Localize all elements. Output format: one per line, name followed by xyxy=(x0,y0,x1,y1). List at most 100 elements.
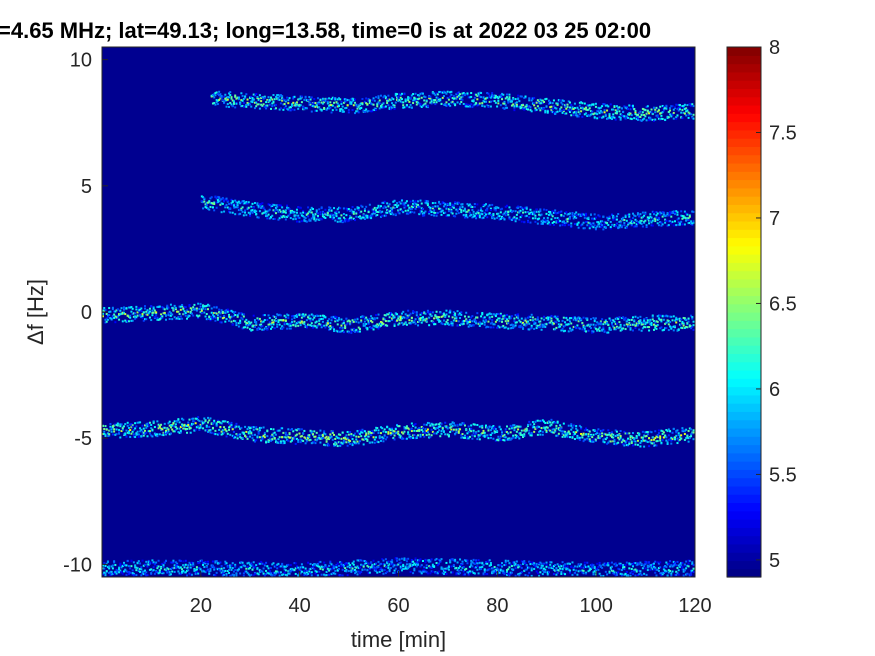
trace-pixel xyxy=(207,201,210,204)
trace-pixel xyxy=(268,103,271,106)
trace-pixel xyxy=(209,205,212,208)
trace-pixel xyxy=(334,317,337,320)
trace-pixel xyxy=(680,111,683,114)
trace-pixel xyxy=(496,212,499,215)
trace-pixel xyxy=(585,108,588,111)
trace-pixel xyxy=(530,324,533,327)
trace-pixel xyxy=(376,207,379,210)
trace-pixel xyxy=(335,108,338,111)
trace-pixel xyxy=(246,208,249,211)
trace-pixel xyxy=(302,432,305,435)
trace-pixel xyxy=(599,225,602,228)
trace-pixel xyxy=(270,428,273,431)
trace-pixel xyxy=(251,209,254,212)
trace-pixel xyxy=(409,437,412,440)
trace-pixel xyxy=(263,211,266,214)
trace-pixel xyxy=(223,420,226,423)
trace-pixel xyxy=(645,224,648,227)
trace-pixel xyxy=(207,421,210,424)
trace-pixel xyxy=(587,108,590,111)
trace-pixel xyxy=(644,326,647,329)
trace-pixel xyxy=(691,103,694,106)
trace-pixel xyxy=(547,316,550,319)
trace-pixel xyxy=(420,316,423,319)
trace-pixel xyxy=(504,320,507,323)
trace-pixel xyxy=(652,328,655,331)
trace-pixel xyxy=(120,312,123,315)
trace-pixel xyxy=(295,313,298,316)
trace-pixel xyxy=(677,328,680,331)
trace-pixel xyxy=(520,106,523,109)
trace-pixel xyxy=(199,302,202,305)
trace-pixel xyxy=(220,198,223,201)
trace-pixel xyxy=(102,424,104,427)
trace-pixel xyxy=(540,213,543,216)
trace-pixel xyxy=(224,310,227,313)
trace-pixel xyxy=(241,206,244,209)
trace-pixel xyxy=(491,427,494,430)
trace-pixel xyxy=(456,310,459,313)
trace-pixel xyxy=(190,312,193,315)
trace-pixel xyxy=(310,104,313,107)
trace-pixel xyxy=(333,329,336,332)
trace-pixel xyxy=(494,101,497,104)
trace-pixel xyxy=(340,214,343,217)
trace-pixel xyxy=(678,108,681,111)
trace-pixel xyxy=(573,325,576,328)
trace-pixel xyxy=(441,427,444,430)
trace-pixel xyxy=(169,426,172,429)
trace-pixel xyxy=(313,325,316,328)
trace-pixel xyxy=(387,432,390,435)
trace-pixel xyxy=(534,220,537,223)
trace-pixel xyxy=(561,99,564,102)
trace-pixel xyxy=(340,437,343,440)
trace-pixel xyxy=(176,427,179,430)
trace-pixel xyxy=(279,440,282,443)
trace-pixel xyxy=(533,102,536,105)
trace-pixel xyxy=(379,211,382,214)
trace-pixel xyxy=(460,101,463,104)
trace-pixel xyxy=(492,95,495,98)
trace-pixel xyxy=(195,314,198,317)
trace-pixel xyxy=(496,216,499,219)
trace-pixel xyxy=(335,212,338,215)
trace-pixel xyxy=(115,309,118,312)
trace-pixel xyxy=(386,313,389,316)
trace-pixel xyxy=(619,118,622,121)
trace-pixel xyxy=(554,430,557,433)
trace-pixel xyxy=(676,213,679,216)
trace-pixel xyxy=(198,308,201,311)
trace-pixel xyxy=(209,417,212,420)
trace-pixel xyxy=(281,427,284,430)
trace-pixel xyxy=(585,212,588,215)
trace-pixel xyxy=(135,433,138,436)
trace-pixel xyxy=(588,104,591,107)
trace-pixel xyxy=(370,215,373,218)
trace-pixel xyxy=(650,108,653,111)
trace-pixel xyxy=(481,311,484,314)
trace-pixel xyxy=(139,421,142,424)
trace-pixel xyxy=(354,330,357,333)
trace-pixel xyxy=(216,93,219,96)
trace-pixel xyxy=(502,217,505,220)
trace-pixel xyxy=(524,324,527,327)
trace-pixel xyxy=(604,114,607,117)
trace-pixel xyxy=(447,214,450,217)
trace-pixel xyxy=(519,425,522,428)
trace-pixel xyxy=(319,108,322,111)
trace-pixel xyxy=(213,93,216,96)
trace-pixel xyxy=(687,113,690,116)
trace-pixel xyxy=(644,321,647,324)
trace-pixel xyxy=(272,435,275,438)
trace-pixel xyxy=(219,199,222,202)
trace-pixel xyxy=(323,101,326,104)
trace-pixel xyxy=(266,210,269,213)
trace-pixel xyxy=(329,434,332,437)
trace-pixel xyxy=(284,218,287,221)
trace-pixel xyxy=(687,217,690,220)
trace-pixel xyxy=(228,426,231,429)
trace-pixel xyxy=(424,201,427,204)
trace-pixel xyxy=(434,93,437,96)
trace-pixel xyxy=(407,314,410,317)
trace-pixel xyxy=(377,204,380,207)
